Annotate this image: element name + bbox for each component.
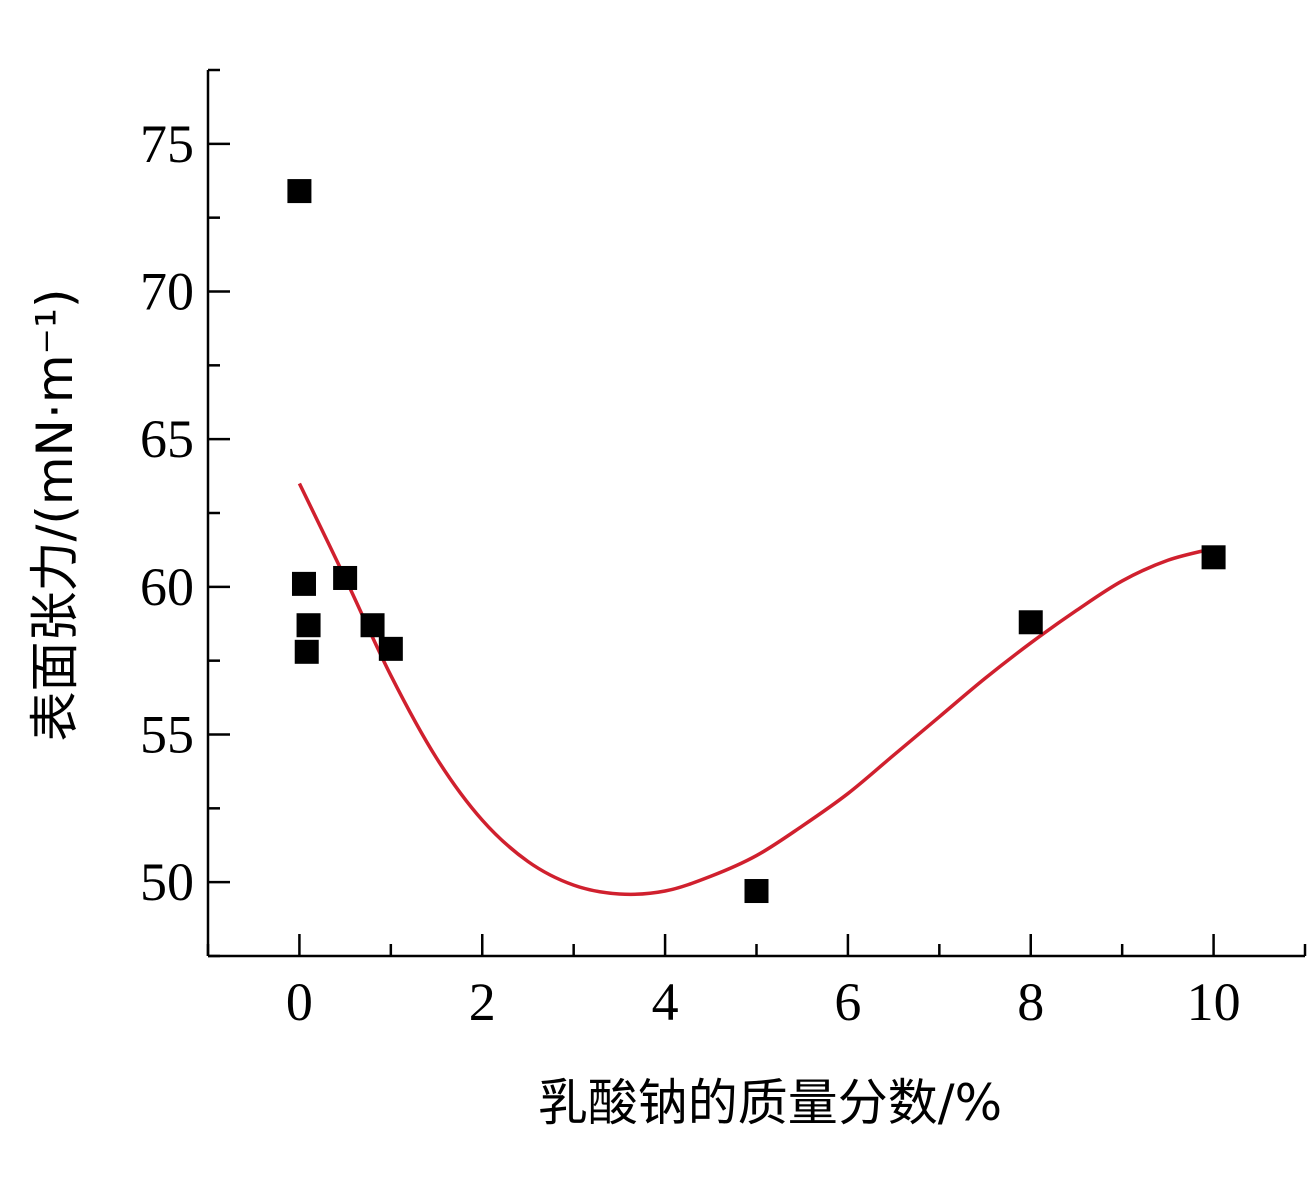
x-tick-label: 2 (469, 972, 496, 1032)
y-ticks: 50 55 60 65 70 75 (140, 68, 230, 958)
axes (206, 70, 1305, 958)
data-point (294, 639, 319, 664)
data-point (333, 565, 358, 590)
data-points-layer (287, 179, 1226, 904)
fit-curve (297, 482, 1215, 897)
data-point (287, 179, 312, 204)
x-tick-label: 8 (1017, 972, 1044, 1032)
fit-curve-layer (297, 482, 1215, 897)
y-tick-label: 50 (140, 852, 194, 912)
data-point (378, 636, 403, 661)
y-tick-label: 70 (140, 262, 194, 322)
x-tick-label: 10 (1187, 972, 1241, 1032)
data-point (296, 613, 321, 638)
data-point (360, 613, 385, 638)
x-axis-title: 乳酸钠的质量分数/% (538, 1074, 1002, 1132)
y-tick-label: 60 (140, 557, 194, 617)
y-tick-label: 55 (140, 705, 194, 765)
data-point (744, 879, 769, 904)
x-tick-label: 6 (834, 972, 861, 1032)
y-tick-label: 65 (140, 409, 194, 469)
x-tick-label: 0 (286, 972, 313, 1032)
x-ticks: 0 2 4 6 8 10 (206, 934, 1307, 1032)
data-point (1018, 610, 1043, 635)
data-point (291, 571, 316, 596)
y-axis-title: 表面张力/(mN·m⁻¹) (26, 288, 84, 741)
data-point (1201, 545, 1226, 570)
y-tick-label: 75 (140, 114, 194, 174)
x-tick-label: 4 (652, 972, 679, 1032)
